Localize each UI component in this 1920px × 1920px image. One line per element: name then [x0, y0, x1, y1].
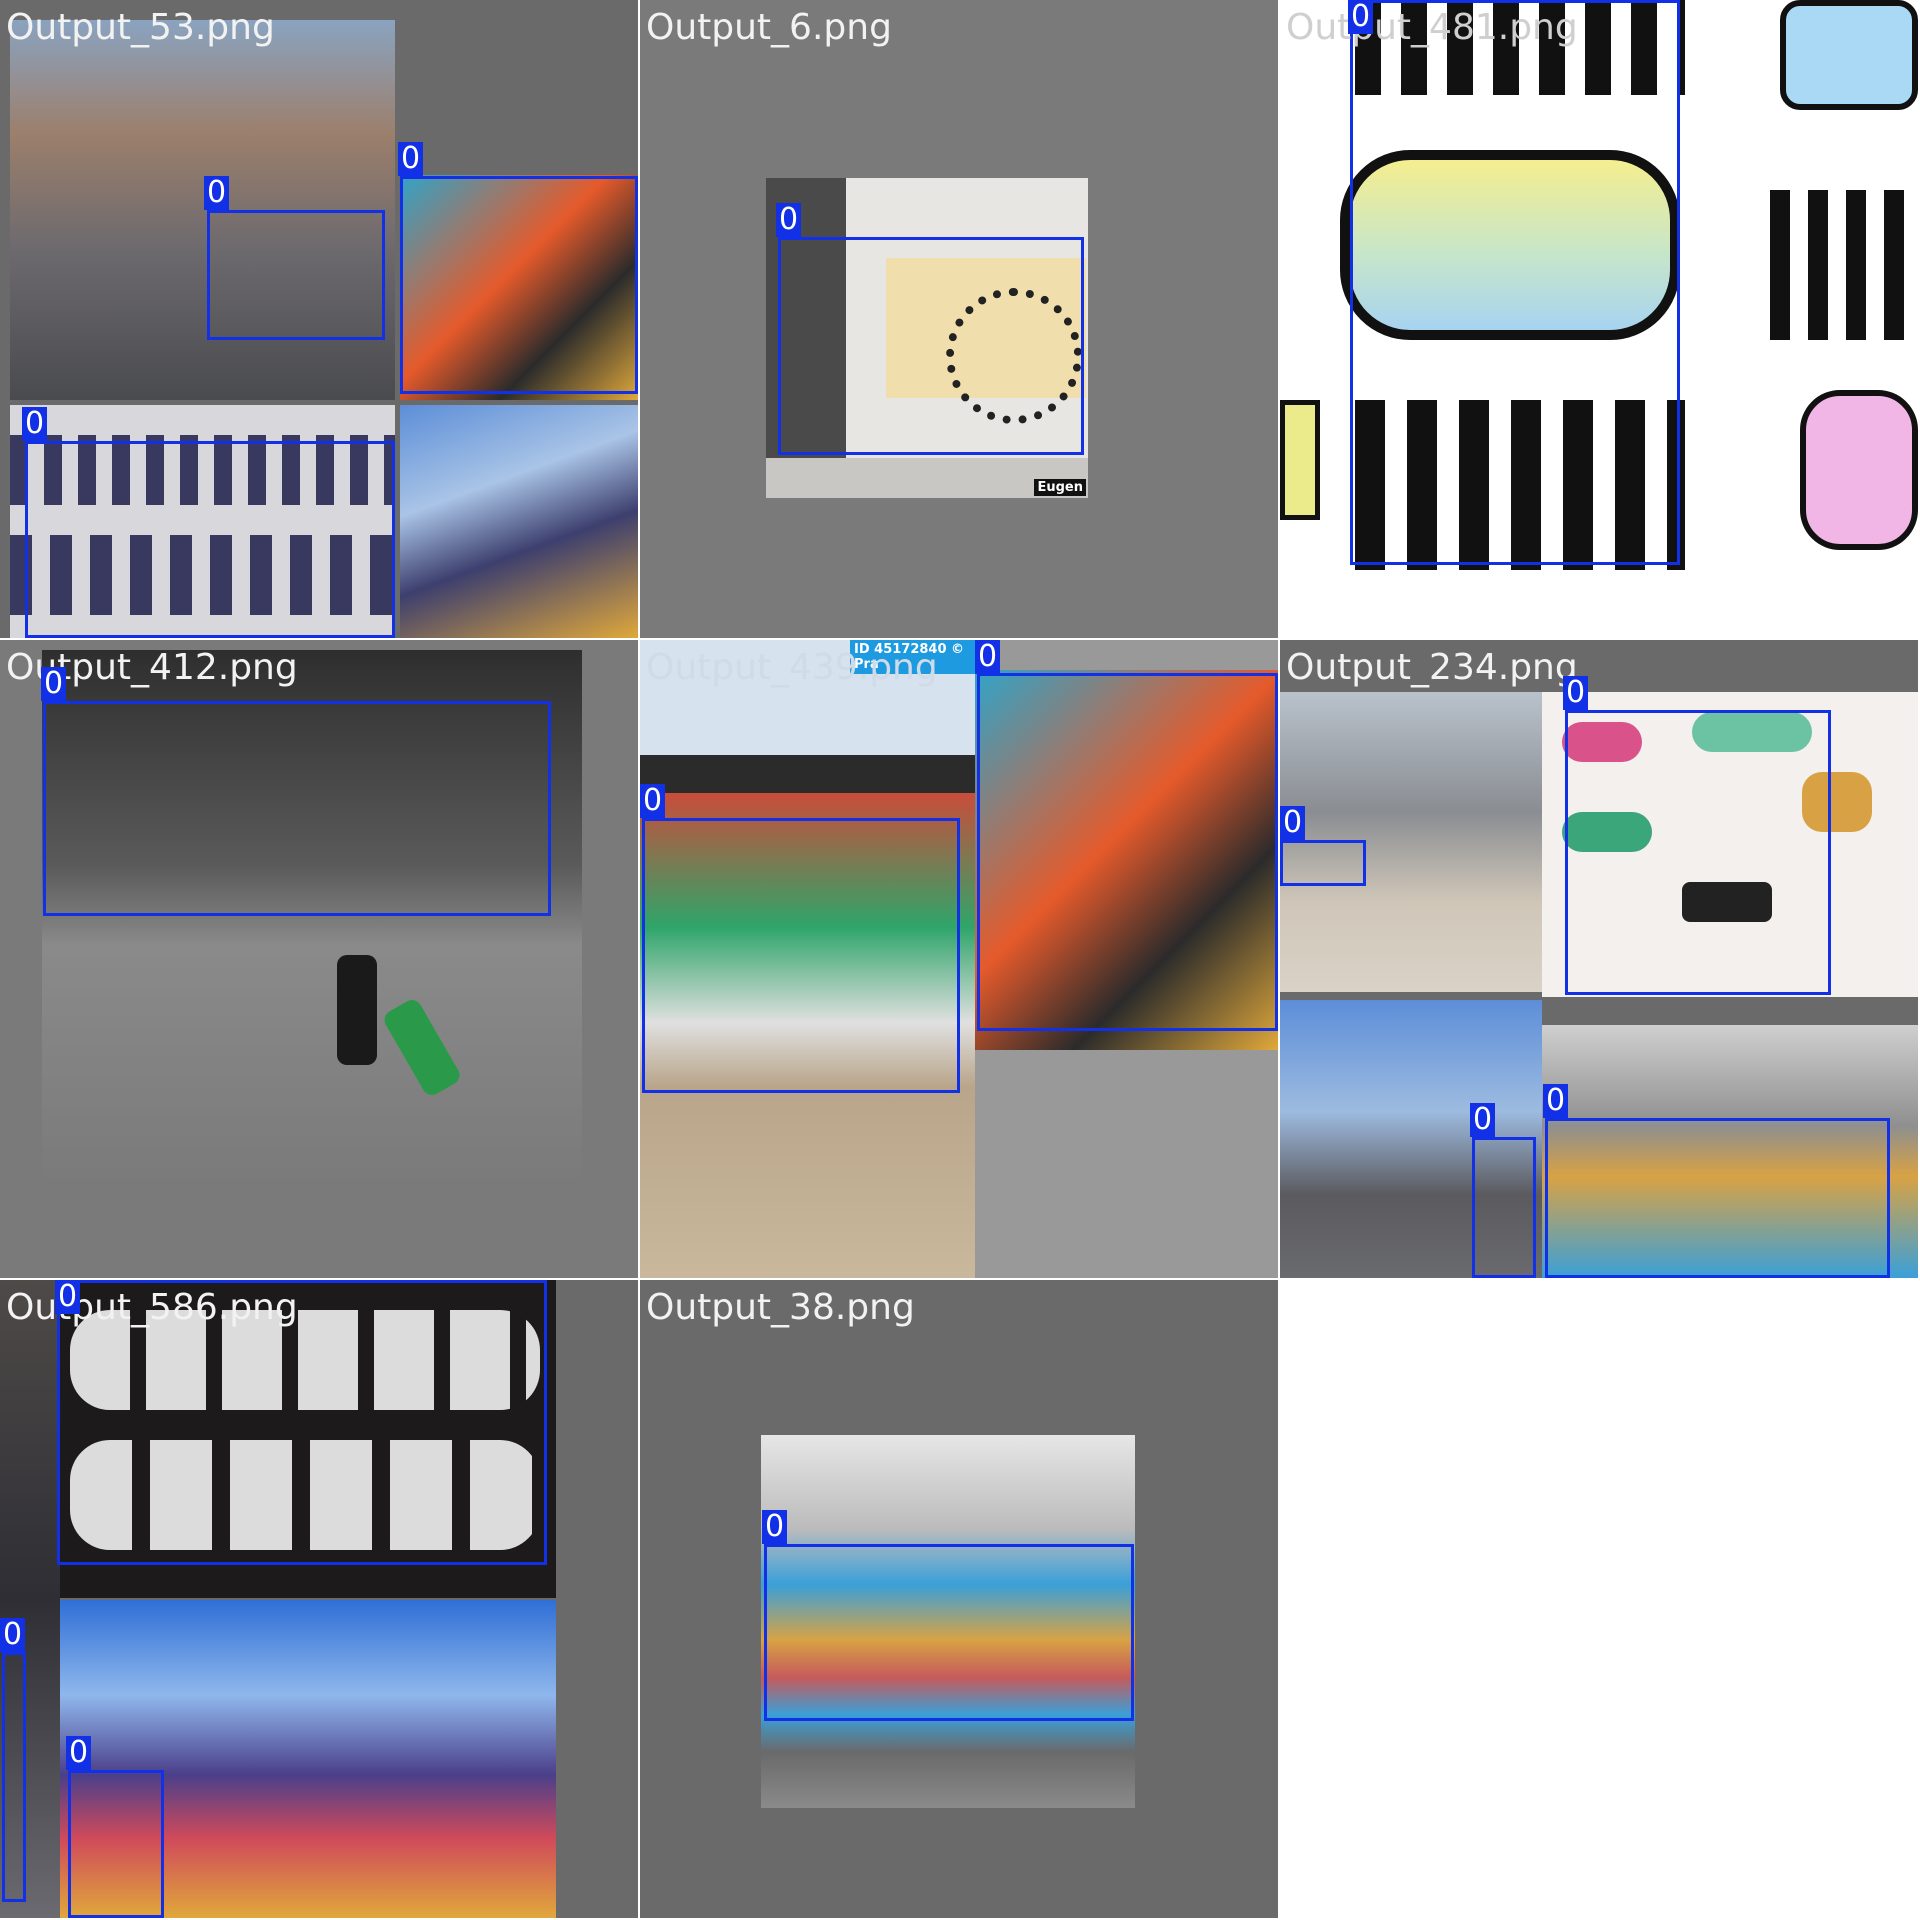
tile-output-481[interactable]: 0 Output_481.png [1280, 0, 1918, 638]
detection-label: 0 [22, 407, 48, 441]
filename-label: Output_53.png [6, 7, 275, 48]
fox-mural-closeup-photo [975, 670, 1278, 1050]
alley-mural-photo [400, 405, 638, 638]
detection-box[interactable] [1280, 840, 1366, 886]
tile-output-439[interactable]: ID 45172840 © Pra 0 0 Output_439.png [640, 640, 1278, 1278]
peace-wall-photo: Eugen [766, 178, 1088, 498]
detection-label: 0 [975, 640, 1001, 674]
train-yard-graffiti-photo: ID 45172840 © Pra [640, 640, 975, 1278]
detection-label: 0 [1543, 1084, 1569, 1118]
detection-label: 0 [41, 667, 67, 701]
sticker-sheet-photo [1542, 692, 1918, 997]
tile-output-586[interactable]: 0 0 0 Output_586.png [0, 1280, 638, 1918]
filename-label: Output_586.png [6, 1287, 298, 1328]
wall-piece-photo [761, 1435, 1135, 1808]
empty-grid-cell [1280, 1280, 1918, 1918]
detection-box[interactable] [25, 441, 395, 638]
filename-label: Output_481.png [1286, 7, 1578, 48]
detection-box[interactable] [43, 701, 551, 916]
detection-label: 0 [1563, 676, 1589, 710]
detection-box[interactable] [57, 1280, 547, 1565]
detection-label: 0 [55, 1280, 81, 1314]
detection-box[interactable] [1472, 1137, 1536, 1278]
detection-box[interactable] [207, 210, 385, 340]
tile-output-6[interactable]: Eugen 0 Output_6.png [640, 0, 1278, 638]
side-wall-photo [0, 1280, 60, 1918]
detection-label: 0 [1280, 806, 1306, 840]
bubble-letters-photo [60, 1280, 556, 1598]
detection-box[interactable] [1350, 0, 1680, 565]
detection-box[interactable] [1545, 1118, 1890, 1278]
detection-label: 0 [1348, 0, 1374, 34]
detection-box[interactable] [778, 237, 1084, 455]
detection-label: 0 [640, 784, 666, 818]
detection-box[interactable] [400, 176, 638, 394]
detection-box[interactable] [68, 1770, 164, 1918]
filename-label: Output_38.png [646, 1287, 915, 1328]
tile-output-234[interactable]: 0 0 0 0 Output_234.png [1280, 640, 1918, 1278]
detection-label: 0 [0, 1618, 26, 1652]
photo-watermark: Eugen [1034, 479, 1086, 496]
tile-output-38[interactable]: 0 Output_38.png [640, 1280, 1278, 1918]
wall-piece-photo [1542, 1025, 1918, 1278]
mural-alley-photo [60, 1600, 556, 1918]
detection-box[interactable] [1565, 710, 1831, 995]
graffiti-words-photo [1280, 0, 1918, 638]
detection-label: 0 [66, 1736, 92, 1770]
fox-mural-photo [400, 175, 638, 400]
detection-label: 0 [1470, 1103, 1496, 1137]
detection-label: 0 [398, 142, 424, 176]
detection-label: 0 [762, 1510, 788, 1544]
tile-output-412[interactable]: 0 Output_412.png [0, 640, 638, 1278]
filename-label: Output_439.png [646, 647, 938, 688]
filename-label: Output_234.png [1286, 647, 1578, 688]
detection-box[interactable] [2, 1652, 26, 1902]
detection-label: 0 [204, 176, 230, 210]
tile-output-53[interactable]: 0 0 0 Output_53.png [0, 0, 638, 638]
filename-label: Output_6.png [646, 7, 892, 48]
detection-box[interactable] [764, 1544, 1134, 1721]
detection-box[interactable] [642, 818, 960, 1093]
detection-box[interactable] [977, 673, 1278, 1031]
detection-label: 0 [776, 203, 802, 237]
stock-id-banner: ID 45172840 © Pra [850, 640, 975, 674]
spray-cans-photo [42, 650, 582, 1188]
